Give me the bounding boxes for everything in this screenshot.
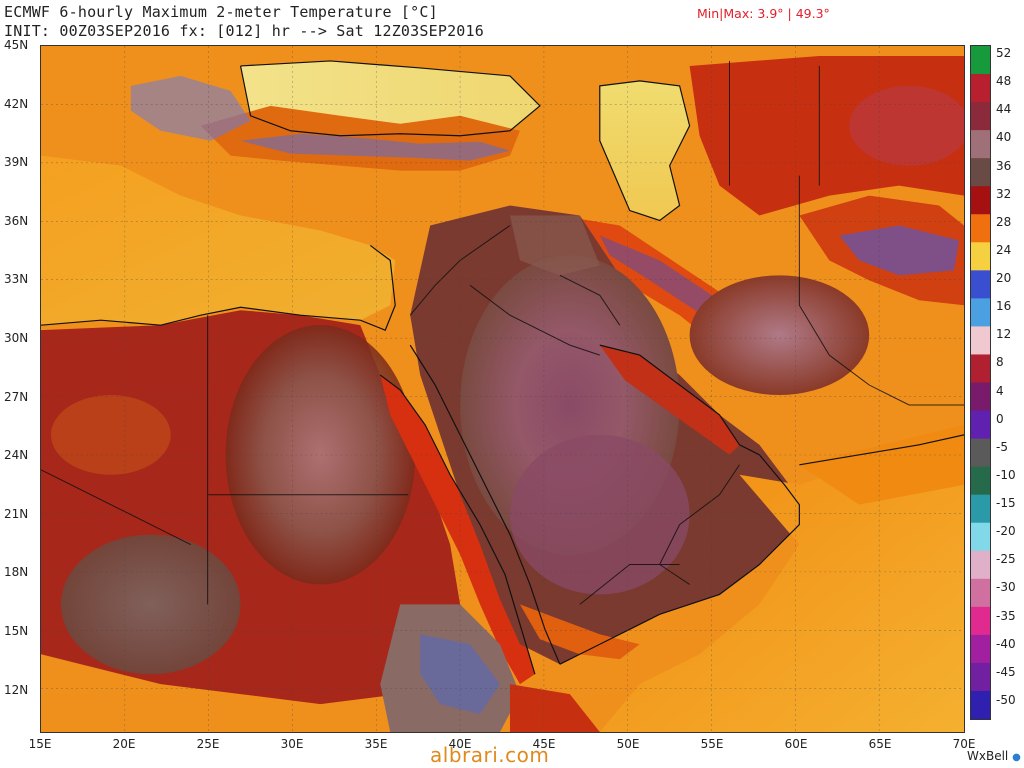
colorbar-label: 52 <box>996 46 1012 60</box>
colorbar-label: -30 <box>996 580 1016 595</box>
colorbar-segment <box>971 242 990 271</box>
temperature-colorbar <box>970 45 991 720</box>
colorbar-segment <box>971 270 990 299</box>
colorbar-label: 24 <box>996 242 1012 257</box>
wxbell-dot-icon: ● <box>1012 752 1021 763</box>
colorbar-segment <box>971 690 990 719</box>
colorbar-segment <box>971 410 990 440</box>
lon-label: 70E <box>952 737 976 751</box>
colorbar-segment <box>971 326 990 355</box>
colorbar-label: -35 <box>996 608 1016 623</box>
colorbar-label: 44 <box>996 102 1012 117</box>
wxbell-text: WxBell <box>967 749 1009 763</box>
colorbar-segment <box>971 466 990 496</box>
colorbar-segment <box>971 130 990 159</box>
colorbar-segment <box>971 298 990 327</box>
colorbar-segment <box>971 606 990 636</box>
colorbar-segment <box>971 550 990 580</box>
lat-label: 39N <box>4 155 29 170</box>
colorbar-label: 20 <box>996 271 1012 285</box>
lat-label: 42N <box>4 96 29 111</box>
colorbar-segment <box>971 634 990 664</box>
lon-label: 40E <box>448 737 472 751</box>
wxbell-logo: WxBell ● <box>967 749 1021 763</box>
lon-label: 65E <box>868 737 892 751</box>
colorbar-segment <box>971 186 990 215</box>
colorbar-segment <box>971 494 990 524</box>
colorbar-label: 28 <box>996 214 1012 229</box>
colorbar-segment <box>971 382 990 412</box>
colorbar-segment <box>971 74 990 103</box>
colorbar-label: 40 <box>996 130 1012 145</box>
colorbar-label: -25 <box>996 552 1016 567</box>
lat-label: 24N <box>4 448 29 463</box>
colorbar-label: 36 <box>996 158 1012 173</box>
colorbar-label: -20 <box>996 524 1016 539</box>
colorbar-segment <box>971 158 990 187</box>
colorbar-label: -10 <box>996 467 1016 482</box>
lat-label: 33N <box>4 272 29 287</box>
colorbar-label: 0 <box>996 411 1004 426</box>
colorbar-label: 4 <box>996 383 1004 398</box>
lon-label: 55E <box>700 737 724 751</box>
colorbar-label: 16 <box>996 299 1012 314</box>
colorbar-segment <box>971 102 990 131</box>
colorbar-label: 12 <box>996 327 1012 342</box>
lat-label: 45N <box>4 38 29 52</box>
lat-label: 15N <box>4 624 29 638</box>
lat-label: 36N <box>4 213 29 228</box>
lat-label: 12N <box>4 682 29 697</box>
colorbar-label: -15 <box>996 496 1016 510</box>
colorbar-label: 48 <box>996 74 1012 89</box>
lon-label: 30E <box>280 737 304 751</box>
lon-label: 25E <box>196 737 220 751</box>
lon-label: 45E <box>532 737 556 751</box>
lon-label: 35E <box>364 737 388 751</box>
colorbar-segment <box>971 522 990 552</box>
colorbar-label: 32 <box>996 186 1012 201</box>
colorbar-label: -40 <box>996 636 1016 651</box>
init-forecast-line: INIT: 00Z03SEP2016 fx: [012] hr --> Sat … <box>4 22 484 40</box>
lat-label: 30N <box>4 331 29 345</box>
temperature-map <box>40 45 965 733</box>
lat-label: 18N <box>4 565 29 580</box>
lat-label: 21N <box>4 506 29 521</box>
colorbar-segment <box>971 438 990 468</box>
lon-label: 50E <box>616 737 640 751</box>
colorbar-segment <box>971 214 990 243</box>
lat-label: 27N <box>4 389 29 404</box>
map-title: ECMWF 6-hourly Maximum 2-meter Temperatu… <box>4 3 438 21</box>
colorbar-segment <box>971 354 990 383</box>
min-max-readout: Min|Max: 3.9° | 49.3° <box>697 6 830 21</box>
colorbar-label: -45 <box>996 664 1016 679</box>
colorbar-segment <box>971 578 990 608</box>
watermark: albrari.com <box>430 743 550 767</box>
lon-label: 60E <box>784 737 808 751</box>
colorbar-label: -5 <box>996 439 1008 454</box>
colorbar-label: 8 <box>996 355 1004 370</box>
colorbar-segment <box>971 46 990 75</box>
lon-label: 20E <box>112 737 136 751</box>
colorbar-label: -50 <box>996 692 1016 707</box>
lon-label: 15E <box>28 737 52 751</box>
colorbar-segment <box>971 662 990 692</box>
